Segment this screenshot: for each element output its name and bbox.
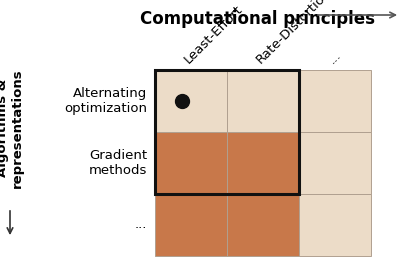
Text: ...: ...: [326, 48, 344, 66]
Bar: [227, 132, 299, 194]
Text: Least-Effort: Least-Effort: [182, 3, 245, 66]
Bar: [299, 70, 371, 132]
Text: Algorithms &
representations: Algorithms & representations: [0, 68, 24, 188]
Text: ...: ...: [135, 219, 147, 232]
Text: Alternating
optimization: Alternating optimization: [64, 87, 147, 115]
Bar: [227, 194, 299, 256]
Bar: [299, 194, 371, 256]
Bar: [155, 132, 227, 194]
Bar: [227, 70, 299, 132]
Bar: [155, 194, 227, 256]
Text: Gradient
methods: Gradient methods: [89, 149, 147, 177]
Bar: [299, 132, 371, 194]
Bar: [155, 70, 227, 132]
Text: Computational principles: Computational principles: [141, 10, 375, 28]
Bar: [155, 70, 299, 194]
Text: Rate-Distortion: Rate-Distortion: [254, 0, 334, 66]
